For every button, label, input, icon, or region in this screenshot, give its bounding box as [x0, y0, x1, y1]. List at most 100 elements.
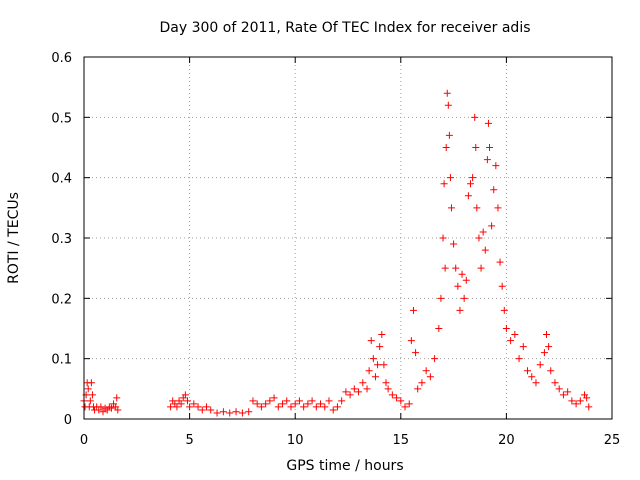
data-point [181, 391, 189, 399]
data-point [437, 294, 445, 302]
data-point [84, 385, 92, 393]
data-point [238, 409, 246, 417]
data-point [500, 306, 508, 314]
data-point [198, 406, 206, 414]
data-point [441, 264, 449, 272]
data-point [359, 379, 367, 387]
data-point [479, 228, 487, 236]
data-point [202, 403, 210, 411]
data-point [295, 397, 303, 405]
data-point [502, 325, 510, 332]
data-point [393, 394, 401, 402]
x-tick-label: 25 [604, 433, 621, 448]
data-point [350, 385, 358, 393]
data-point [469, 174, 477, 182]
data-point [568, 397, 576, 405]
data-point [367, 337, 375, 345]
data-point [464, 192, 472, 200]
data-point [440, 180, 448, 188]
data-point [507, 337, 515, 345]
data-point [528, 373, 536, 381]
grid-lines [84, 57, 612, 419]
data-point [481, 246, 489, 254]
y-tick-label: 0.4 [51, 172, 72, 187]
data-point [107, 404, 115, 412]
data-point [532, 379, 540, 387]
data-point [232, 408, 240, 416]
data-point [363, 385, 371, 393]
data-point [490, 186, 498, 194]
data-point [444, 101, 452, 109]
data-point [515, 355, 523, 363]
data-point [186, 403, 194, 411]
data-point [511, 331, 519, 339]
data-point [380, 361, 388, 369]
data-point [483, 156, 491, 164]
data-point [266, 397, 274, 405]
data-point [113, 394, 121, 402]
data-point [355, 388, 363, 396]
data-point [475, 234, 483, 242]
data-point [494, 204, 502, 212]
data-point [333, 403, 341, 411]
data-point [576, 397, 584, 405]
y-tick-label: 0.6 [51, 51, 72, 66]
data-point [486, 144, 494, 151]
data-point [435, 325, 443, 332]
data-point [460, 294, 468, 302]
data-point [317, 400, 325, 408]
y-tick-label: 0.2 [51, 292, 72, 307]
data-point [388, 391, 396, 399]
data-point [452, 264, 460, 272]
data-point [283, 397, 291, 405]
x-axis-ticks: 0 5 10 15 20 25 [80, 57, 620, 448]
data-point [484, 119, 492, 127]
data-point [219, 408, 227, 416]
data-point [190, 400, 198, 408]
data-point [325, 397, 333, 405]
data-point [519, 343, 527, 351]
data-point [477, 264, 485, 272]
data-point [401, 403, 409, 411]
data-point [462, 276, 470, 284]
data-point [397, 397, 405, 405]
data-point [418, 379, 426, 387]
data-point [447, 204, 455, 212]
y-tick-label: 0 [64, 413, 72, 428]
data-point [472, 144, 480, 151]
data-point [97, 403, 105, 411]
data-point [382, 379, 390, 387]
data-point [365, 367, 373, 375]
data-point [329, 406, 337, 414]
data-point [279, 400, 287, 408]
data-point [456, 306, 464, 314]
data-point [564, 388, 572, 396]
data-point [253, 400, 261, 408]
data-point [167, 403, 175, 411]
data-point [407, 337, 415, 345]
data-point [442, 144, 450, 151]
data-point [87, 379, 95, 387]
data-point [321, 403, 329, 411]
x-axis-title: GPS time / hours [286, 458, 403, 474]
y-tick-label: 0.1 [51, 353, 72, 368]
data-point [194, 403, 202, 411]
data-point [338, 397, 346, 405]
data-point [405, 400, 413, 408]
data-point [443, 89, 451, 97]
data-point [177, 400, 185, 408]
data-point [585, 403, 593, 411]
data-point [496, 258, 504, 266]
x-tick-label: 0 [80, 433, 88, 448]
chart-title: Day 300 of 2011, Rate Of TEC Index for r… [159, 20, 530, 36]
data-point [450, 240, 458, 248]
data-point [492, 162, 500, 170]
data-point [498, 282, 506, 290]
data-point [545, 343, 553, 351]
data-point [374, 361, 382, 369]
data-point [207, 406, 215, 414]
data-point [249, 397, 257, 405]
data-point [445, 131, 453, 139]
data-point [308, 397, 316, 405]
